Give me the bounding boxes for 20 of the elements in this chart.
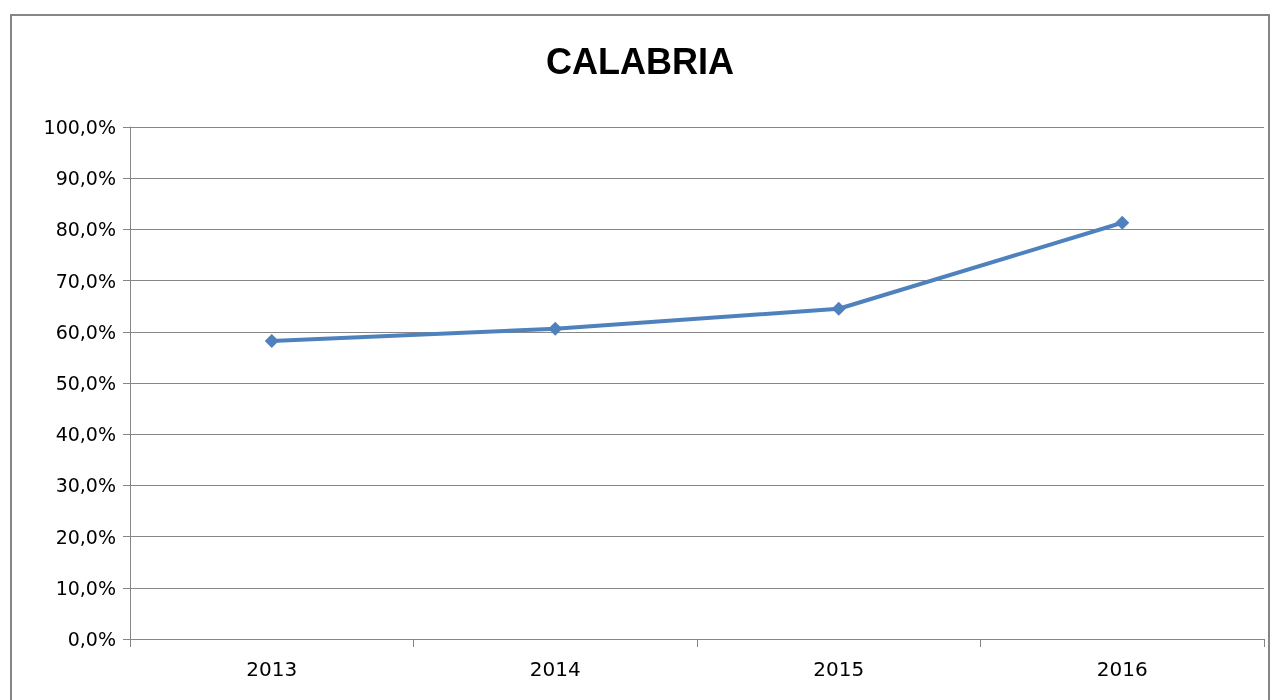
y-tick-label: 0,0% xyxy=(67,628,116,650)
x-tick-label: 2014 xyxy=(529,657,581,681)
y-tick-label: 20,0% xyxy=(55,525,116,548)
point xyxy=(1115,215,1130,230)
y-tick-label: 100,0% xyxy=(43,116,116,138)
y-tick-label: 70,0% xyxy=(55,269,116,292)
y-tick-label: 50,0% xyxy=(55,372,116,394)
x-tick-label: 2013 xyxy=(246,657,298,681)
point xyxy=(831,301,846,316)
x-tick-label: 2016 xyxy=(1096,657,1148,681)
y-tick-label: 60,0% xyxy=(55,320,116,343)
point xyxy=(548,321,563,336)
y-tick-label: 30,0% xyxy=(55,474,116,497)
y-tick-label: 90,0% xyxy=(55,167,116,190)
point xyxy=(264,334,279,349)
x-tick-label: 2015 xyxy=(813,657,865,681)
y-tick-label: 40,0% xyxy=(55,423,116,446)
chart-title: CALABRIA xyxy=(546,40,734,82)
y-tick-label: 10,0% xyxy=(55,576,116,599)
y-tick-label: 80,0% xyxy=(55,218,116,241)
